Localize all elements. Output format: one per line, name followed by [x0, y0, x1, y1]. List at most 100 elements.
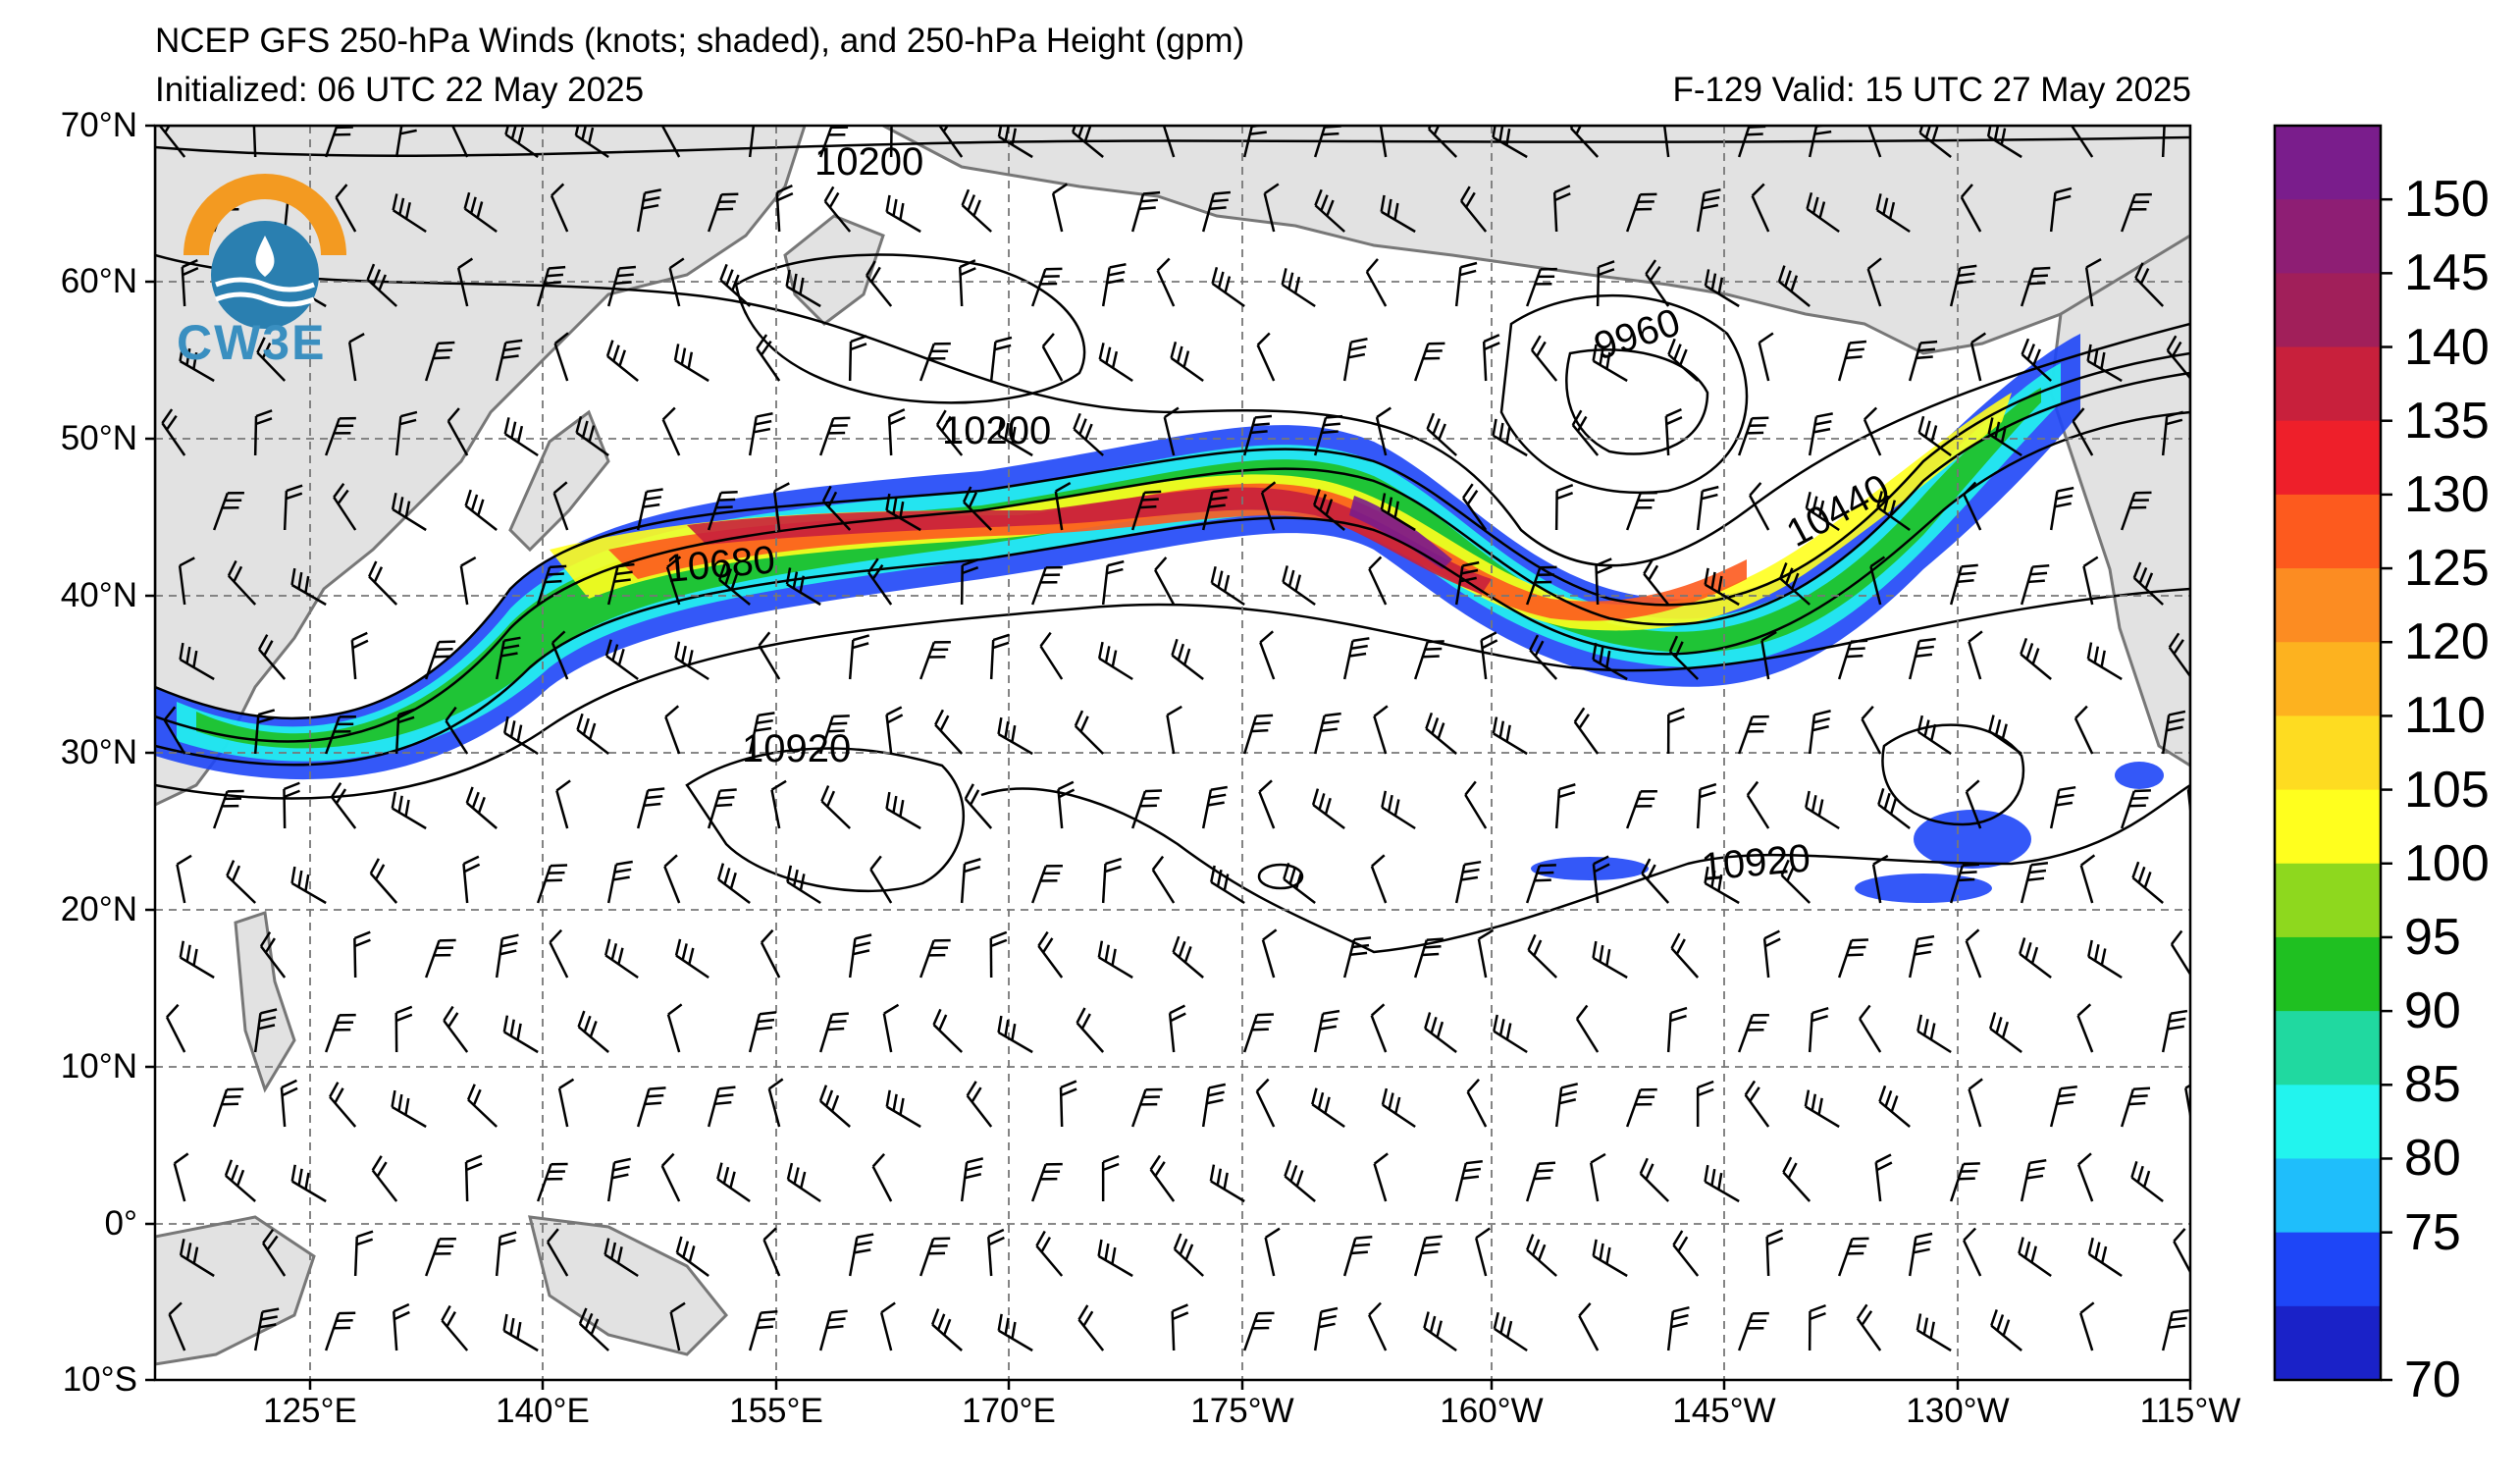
- wind-barb: [392, 193, 427, 234]
- colorbar-ticks: [2381, 197, 2392, 1382]
- wind-barb: [1342, 936, 1372, 979]
- wind-barb: [960, 1157, 984, 1202]
- wind-barb: [1625, 789, 1657, 829]
- wind-barb: [1696, 188, 1721, 233]
- wind-barb: [1808, 1006, 1829, 1053]
- wind-barb: [1493, 1311, 1528, 1352]
- wind-barb: [1777, 265, 1811, 307]
- wind-barb: [1965, 928, 1982, 979]
- wind-barb: [1878, 1085, 1911, 1128]
- wind-barb: [2049, 785, 2076, 829]
- wind-barb: [449, 126, 469, 158]
- wind-barb: [1370, 1003, 1388, 1053]
- wind-barb: [2020, 563, 2050, 606]
- wind-barb: [536, 564, 567, 606]
- latitude-label: 50°N: [60, 419, 137, 457]
- wind-barb: [283, 484, 303, 531]
- valid-time: F-129 Valid: 15 UTC 27 May 2025: [1672, 71, 2191, 109]
- wind-barb: [1590, 1152, 1606, 1202]
- colorbar-label: 95: [2404, 908, 2461, 966]
- wind-barb: [1625, 1087, 1657, 1128]
- wind-barb: [2120, 1086, 2151, 1128]
- wind-barb: [818, 1012, 849, 1053]
- colorbar-segment: [2275, 494, 2381, 569]
- wind-barb: [1949, 563, 1978, 606]
- wind-barb: [2074, 705, 2094, 755]
- wind-barb: [2161, 410, 2183, 456]
- wind-barb: [1704, 567, 1740, 607]
- wind-barb: [179, 344, 215, 383]
- longitude-label: 155°E: [729, 1392, 823, 1430]
- colorbar-segment: [2275, 1085, 2381, 1159]
- wind-barb: [1171, 1303, 1189, 1351]
- wind-barb: [665, 556, 682, 606]
- colorbar-label: 70: [2404, 1351, 2461, 1408]
- wind-barb: [989, 336, 1013, 382]
- wind-barb: [1554, 1083, 1579, 1128]
- wind-barb: [1477, 928, 1495, 979]
- axis-ticks: [145, 124, 2192, 1390]
- wind-barb: [1595, 557, 1613, 606]
- wind-barb: [1035, 1230, 1064, 1277]
- wind-barb: [1311, 1087, 1345, 1129]
- wind-barb: [1525, 1234, 1557, 1277]
- colorbar-segment: [2275, 715, 2381, 791]
- wind-barb: [2079, 854, 2096, 904]
- wind-barb: [1380, 194, 1416, 234]
- wind-barb: [1666, 707, 1685, 755]
- wind-barb: [465, 786, 498, 829]
- wind-barb: [919, 640, 951, 680]
- wind-barb: [324, 715, 356, 755]
- wind-barb: [1592, 855, 1610, 904]
- wind-barb: [1664, 408, 1683, 456]
- wind-barb: [2161, 1009, 2188, 1053]
- colorbar-label: 110: [2404, 687, 2486, 745]
- colorbar-label: 100: [2404, 834, 2490, 892]
- wind-barb: [1413, 1235, 1443, 1277]
- wind-barb: [1592, 642, 1628, 681]
- wind-barb: [550, 183, 569, 233]
- wind-barb: [1156, 257, 1176, 307]
- wind-barb: [324, 1311, 356, 1351]
- wind-barb: [2134, 262, 2165, 307]
- wind-barb: [2130, 1160, 2164, 1202]
- wind-barb: [1744, 1080, 1770, 1128]
- wind-barb: [1668, 635, 1700, 680]
- wind-barb: [775, 184, 794, 233]
- wind-barb: [1758, 332, 1774, 382]
- wind-barb: [1313, 712, 1341, 755]
- wind-barb: [253, 1307, 280, 1351]
- wind-barb: [663, 854, 681, 904]
- wind-barb: [889, 126, 909, 158]
- wind-barb: [2168, 632, 2190, 680]
- wind-barb: [353, 930, 371, 979]
- wind-barb: [168, 1301, 186, 1351]
- wind-barb: [1030, 267, 1063, 307]
- wind-barb: [495, 339, 523, 382]
- latitude-label: 60°N: [60, 262, 137, 300]
- wind-barb: [606, 265, 637, 307]
- wind-barb: [664, 705, 681, 755]
- wind-barb: [1667, 338, 1699, 382]
- wind-barb: [557, 1078, 575, 1128]
- wind-barb: [1373, 1152, 1389, 1202]
- wind-barb: [578, 1307, 610, 1351]
- wind-barb: [159, 126, 186, 158]
- wind-barb: [555, 779, 571, 829]
- wind-barb: [1625, 192, 1657, 233]
- wind-barb: [1751, 183, 1770, 233]
- wind-barb: [1737, 1311, 1769, 1351]
- wind-barb: [226, 860, 257, 904]
- wind-barb: [1342, 338, 1368, 382]
- wind-barb: [1030, 565, 1063, 606]
- colorbar-segment: [2275, 1011, 2381, 1086]
- wind-barb: [1342, 637, 1370, 680]
- wind-barb: [1804, 1089, 1840, 1129]
- wind-barb: [324, 1013, 356, 1053]
- wind-barb: [335, 184, 357, 233]
- wind-barb: [962, 486, 993, 531]
- wind-barb: [2049, 486, 2074, 531]
- wind-barb: [675, 1236, 709, 1278]
- wind-barb: [176, 854, 192, 904]
- wind-barb: [2087, 939, 2123, 980]
